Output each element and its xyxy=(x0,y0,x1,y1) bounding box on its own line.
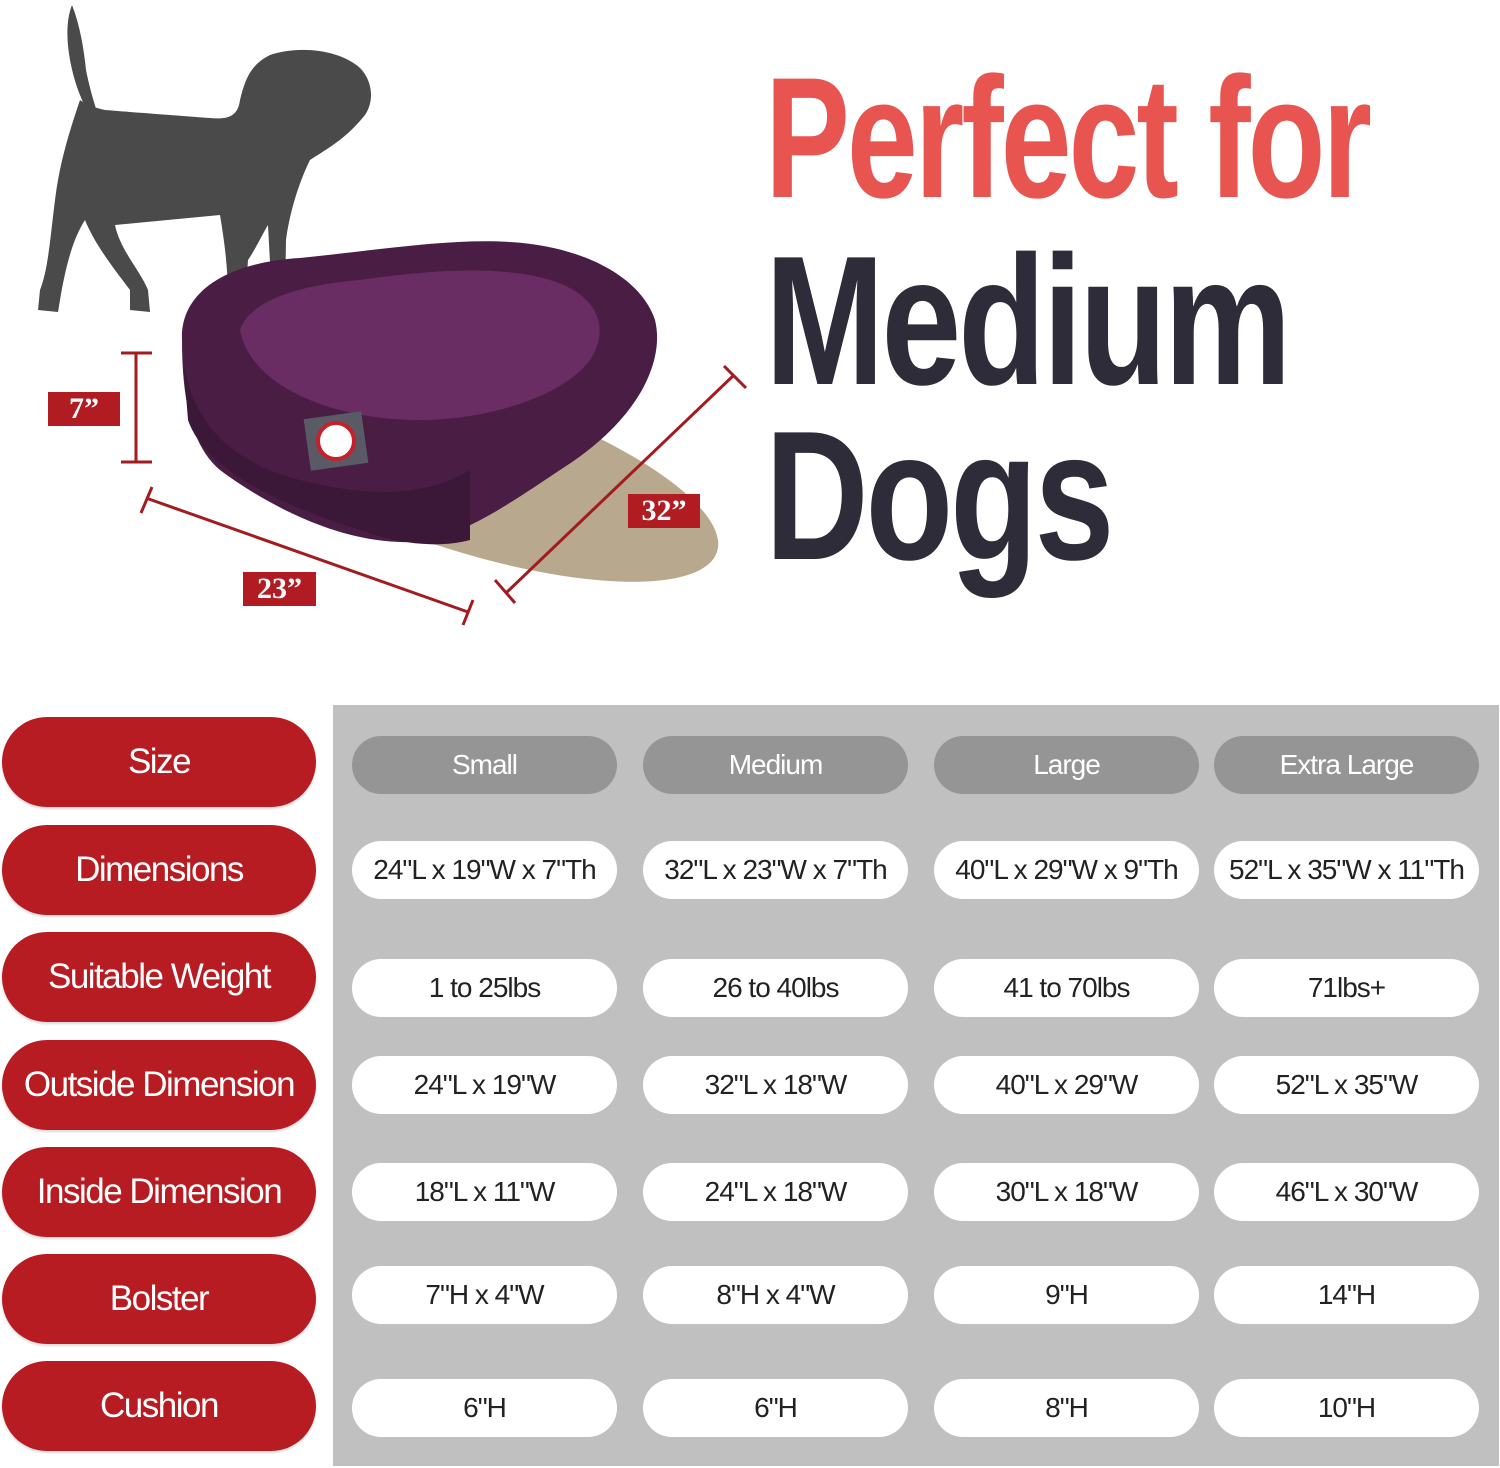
table-cell: 41 to 70lbs xyxy=(934,959,1199,1017)
height-dimension-label: 7” xyxy=(48,392,120,426)
table-cell: 14"H xyxy=(1214,1266,1479,1324)
size-header: Small xyxy=(352,736,617,794)
headline-line-1: Perfect for xyxy=(765,42,1372,234)
table-cell: 30"L x 18"W xyxy=(934,1163,1199,1221)
table-cell: 71lbs+ xyxy=(1214,959,1479,1017)
table-cell: 6"H xyxy=(352,1379,617,1437)
width-dimension-label: 23” xyxy=(243,572,316,606)
table-cell: 1 to 25lbs xyxy=(352,959,617,1017)
table-cell: 6"H xyxy=(643,1379,908,1437)
table-cell: 7"H x 4"W xyxy=(352,1266,617,1324)
row-label: Inside Dimension xyxy=(2,1147,316,1237)
size-header: Medium xyxy=(643,736,908,794)
table-cell: 24"L x 19"W xyxy=(352,1056,617,1114)
table-cell: 52"L x 35"W xyxy=(1214,1056,1479,1114)
table-cell: 10"H xyxy=(1214,1379,1479,1437)
row-label: Cushion xyxy=(2,1361,316,1451)
table-cell: 40"L x 29"W x 9"Th xyxy=(934,841,1199,899)
table-cell: 18"L x 11"W xyxy=(352,1163,617,1221)
headline-line-3: Dogs xyxy=(765,392,1114,598)
row-label: Dimensions xyxy=(2,825,316,915)
table-cell: 52"L x 35"W x 11"Th xyxy=(1214,841,1479,899)
size-header: Extra Large xyxy=(1214,736,1479,794)
row-label: Outside Dimension xyxy=(2,1040,316,1130)
row-label: Bolster xyxy=(2,1254,316,1344)
dog-bed-photo-icon xyxy=(181,241,719,582)
table-cell: 32"L x 18"W xyxy=(643,1056,908,1114)
table-cell: 40"L x 29"W xyxy=(934,1056,1199,1114)
table-cell: 32"L x 23"W x 7"Th xyxy=(643,841,908,899)
table-cell: 9"H xyxy=(934,1266,1199,1324)
headline-line-2: Medium xyxy=(765,217,1292,423)
dog-silhouette-icon xyxy=(38,5,372,312)
table-cell: 46"L x 30"W xyxy=(1214,1163,1479,1221)
table-cell: 26 to 40lbs xyxy=(643,959,908,1017)
length-dimension-label: 32” xyxy=(628,494,700,528)
table-cell: 8"H x 4"W xyxy=(643,1266,908,1324)
table-cell: 24"L x 18"W xyxy=(643,1163,908,1221)
table-cell: 8"H xyxy=(934,1379,1199,1437)
dimension-lines xyxy=(121,351,748,626)
size-header: Large xyxy=(934,736,1199,794)
row-label: Suitable Weight xyxy=(2,932,316,1022)
product-illustration xyxy=(38,5,748,626)
table-cell: 24"L x 19"W x 7"Th xyxy=(352,841,617,899)
row-label: Size xyxy=(2,717,316,807)
